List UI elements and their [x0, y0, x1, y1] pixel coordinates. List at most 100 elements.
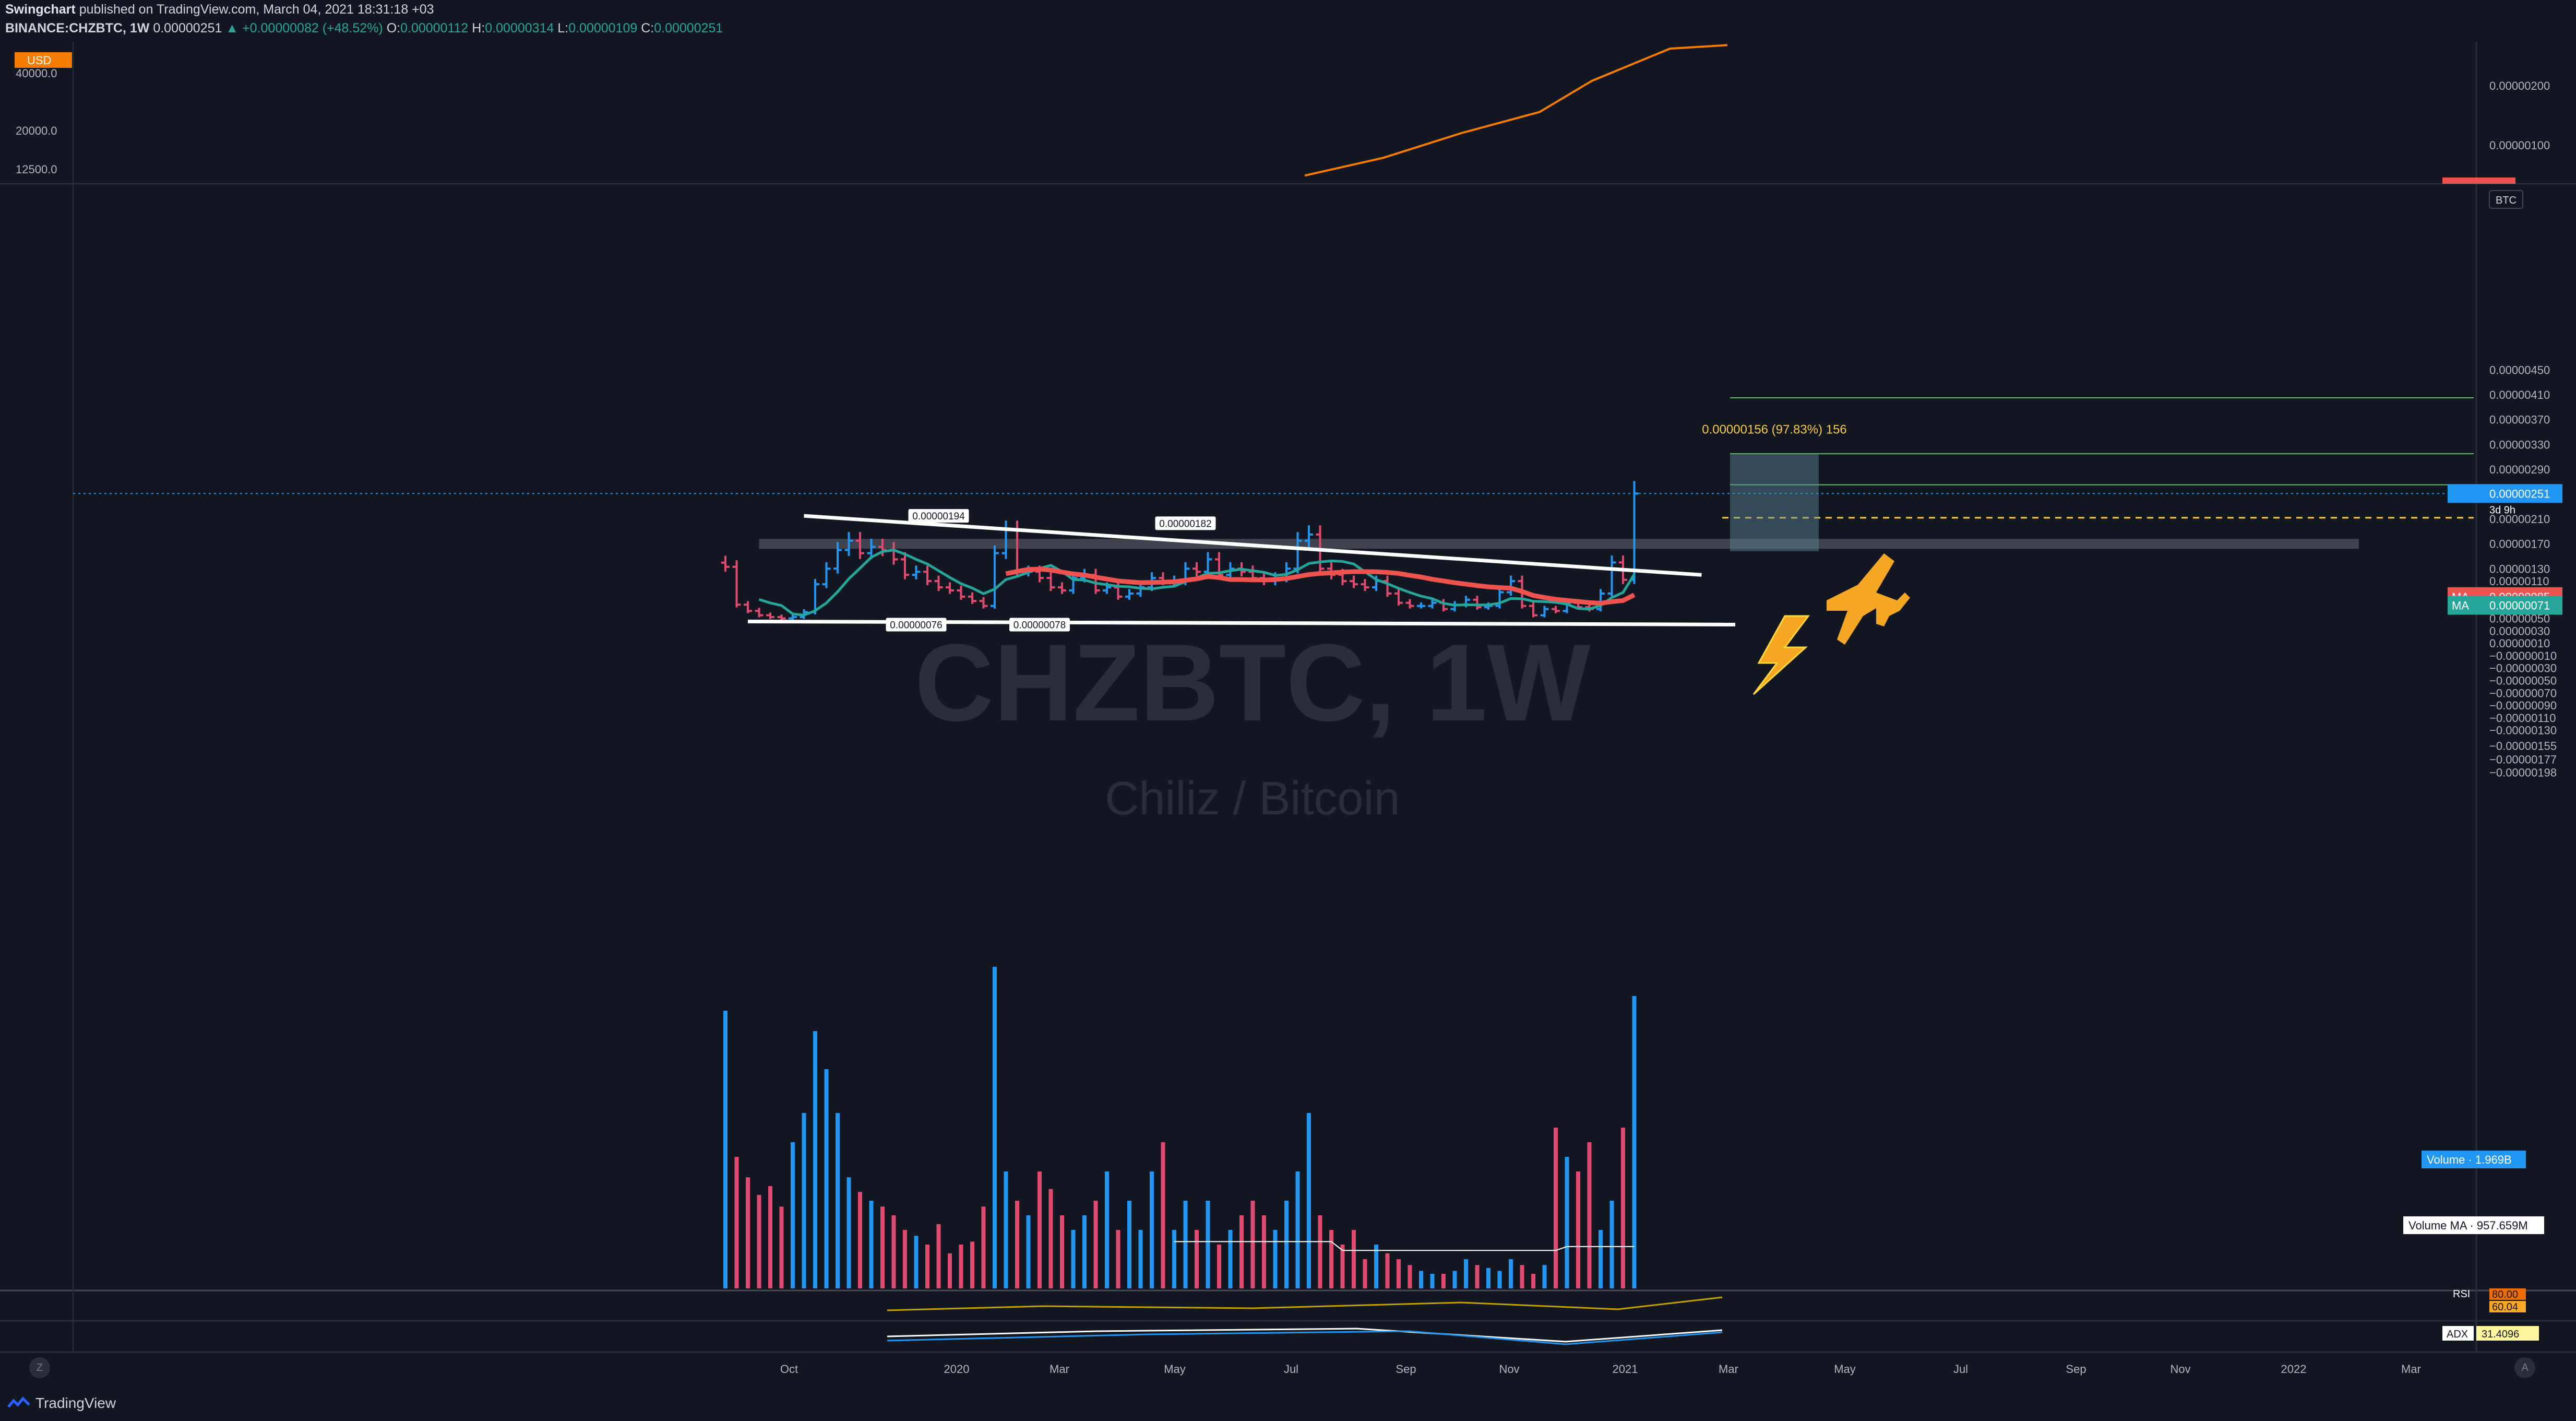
tradingview-logo[interactable]: TradingView: [7, 1395, 116, 1412]
footer: [0, 1389, 2576, 1421]
countdown-label: 3d 9h: [2489, 504, 2515, 516]
volume-bar: [981, 1206, 986, 1288]
author-name[interactable]: Swingchart: [5, 2, 76, 17]
low-label: L:: [557, 21, 569, 35]
volume-bar: [1374, 1245, 1378, 1288]
usd-badge-bg: [15, 52, 72, 68]
volume-bar: [1093, 1201, 1098, 1288]
change-value: +0.00000082 (+48.52%): [242, 21, 383, 35]
change-arrow: ▲: [225, 21, 239, 35]
symbol-label[interactable]: BINANCE:CHZBTC, 1W: [5, 21, 150, 35]
x-tick-label: Mar: [1050, 1363, 1069, 1376]
btc-y-tick: 20000.0: [16, 124, 57, 137]
volume-bar: [993, 967, 997, 1288]
last-price: 0.00000251: [153, 21, 222, 35]
ma-fast-badge-value: 0.00000071: [2489, 599, 2550, 612]
volume-bar: [1228, 1230, 1233, 1288]
airplane-icon: [1827, 553, 1910, 645]
y-tick-label: 0.00000290: [2489, 463, 2550, 476]
volume-ma-line: [1174, 1241, 1635, 1251]
chart-canvas[interactable]: CHZBTC, 1W Chiliz / Bitcoin 0.00000450 0.00…: [0, 0, 2576, 1389]
publish-info: published on TradingView.com, March 04, …: [79, 2, 434, 17]
usd-badge-text: USD: [27, 54, 51, 67]
volume-bar: [1531, 1274, 1535, 1288]
y-tick-label: 0.00000130: [2489, 562, 2550, 575]
btc-y-tick: 12500.0: [16, 163, 57, 176]
x-tick-label: Sep: [1396, 1363, 1416, 1376]
zoom-left-button[interactable]: Z: [29, 1357, 50, 1378]
x-tick-label: May: [1164, 1363, 1186, 1376]
y-tick-label: 0.00000010: [2489, 637, 2550, 650]
adx-label: ADX: [2447, 1329, 2468, 1340]
volume-bar: [1329, 1230, 1333, 1288]
last-price-badge-value: 0.00000251: [2489, 487, 2550, 500]
y-tick-label: 0.00000410: [2489, 388, 2550, 401]
volume-bar: [1060, 1215, 1064, 1288]
x-tick-label: 2020: [944, 1363, 970, 1376]
volume-bar: [858, 1192, 862, 1288]
y-tick-label: 0.00000330: [2489, 438, 2550, 451]
volume-bar: [903, 1230, 907, 1288]
close-label: C:: [641, 21, 654, 35]
ma-fast-badge-label: MA: [2452, 599, 2469, 612]
volume-bar: [813, 1031, 817, 1288]
volume-bar: [1138, 1230, 1143, 1288]
swing-label: 0.00000182: [1159, 518, 1211, 529]
x-tick-label: Mar: [1719, 1363, 1738, 1376]
swing-label: 0.00000194: [912, 511, 965, 522]
last-price-badge-bg: [2448, 484, 2562, 503]
volume-bar: [1172, 1230, 1176, 1288]
y-tick-label: 0.00000110: [2489, 575, 2549, 588]
volume-bar: [836, 1113, 840, 1288]
volume-bar: [1318, 1215, 1322, 1288]
swing-label-bg: [1155, 516, 1216, 530]
btc-y-tick: 40000.0: [16, 67, 57, 80]
volume-bar: [1217, 1245, 1221, 1288]
rsi-level-badge: [2489, 1301, 2526, 1312]
ma-fast-badge-bg: [2448, 596, 2562, 615]
adx-value-bg: [2476, 1326, 2539, 1341]
volume-bar: [936, 1224, 941, 1288]
volume-bar: [1408, 1265, 1412, 1288]
btc-badge: [2489, 190, 2523, 209]
swing-label-bg: [886, 618, 947, 632]
y-tick-label: −0.00000177: [2489, 753, 2557, 766]
swing-label-bg: [1009, 618, 1070, 632]
y-tick-label: −0.00000130: [2489, 724, 2557, 737]
volume-bar: [1262, 1215, 1266, 1288]
volume-bar: [959, 1245, 963, 1288]
zoom-right-button[interactable]: A: [2514, 1357, 2535, 1378]
x-tick-label: Oct: [780, 1363, 798, 1376]
y-tick-label: −0.00000070: [2489, 686, 2557, 700]
volume-bar: [768, 1186, 772, 1288]
resistance-zone: [759, 539, 2359, 549]
measure-box: [1730, 454, 1819, 551]
volume-bar: [1576, 1171, 1580, 1288]
volume-bar: [1520, 1265, 1524, 1288]
low-value: 0.00000109: [568, 21, 638, 35]
x-tick-label: Mar: [2401, 1363, 2421, 1376]
volume-bar: [1599, 1230, 1603, 1288]
btc-marker: [2442, 177, 2515, 184]
tradingview-logo-icon: [7, 1396, 30, 1408]
volume-bar: [1239, 1215, 1244, 1288]
volume-badge-bg: [2422, 1151, 2526, 1168]
volume-bar: [791, 1142, 795, 1288]
y-tick-label: 0.00000370: [2489, 413, 2550, 427]
btc-right-tick: 0.00000100: [2489, 139, 2550, 152]
volume-bar: [1206, 1201, 1210, 1288]
volume-bar: [1419, 1271, 1423, 1288]
volume-bar: [1486, 1268, 1490, 1288]
ma-slow-line: [1005, 566, 1636, 606]
tradingview-brand: TradingView: [35, 1395, 116, 1411]
volume-bar: [1183, 1201, 1188, 1288]
volume-bar: [1015, 1201, 1019, 1288]
volume-bar: [948, 1253, 952, 1288]
adx-label-bg: [2442, 1326, 2474, 1341]
volume-bar: [970, 1241, 974, 1288]
volume-bar: [1464, 1259, 1468, 1288]
x-tick-label: 2022: [2281, 1363, 2307, 1376]
volume-bar: [1497, 1271, 1502, 1288]
volume-ma-badge-text: Volume MA · 957.659M: [2408, 1219, 2528, 1232]
x-tick-label: May: [1834, 1363, 1856, 1376]
